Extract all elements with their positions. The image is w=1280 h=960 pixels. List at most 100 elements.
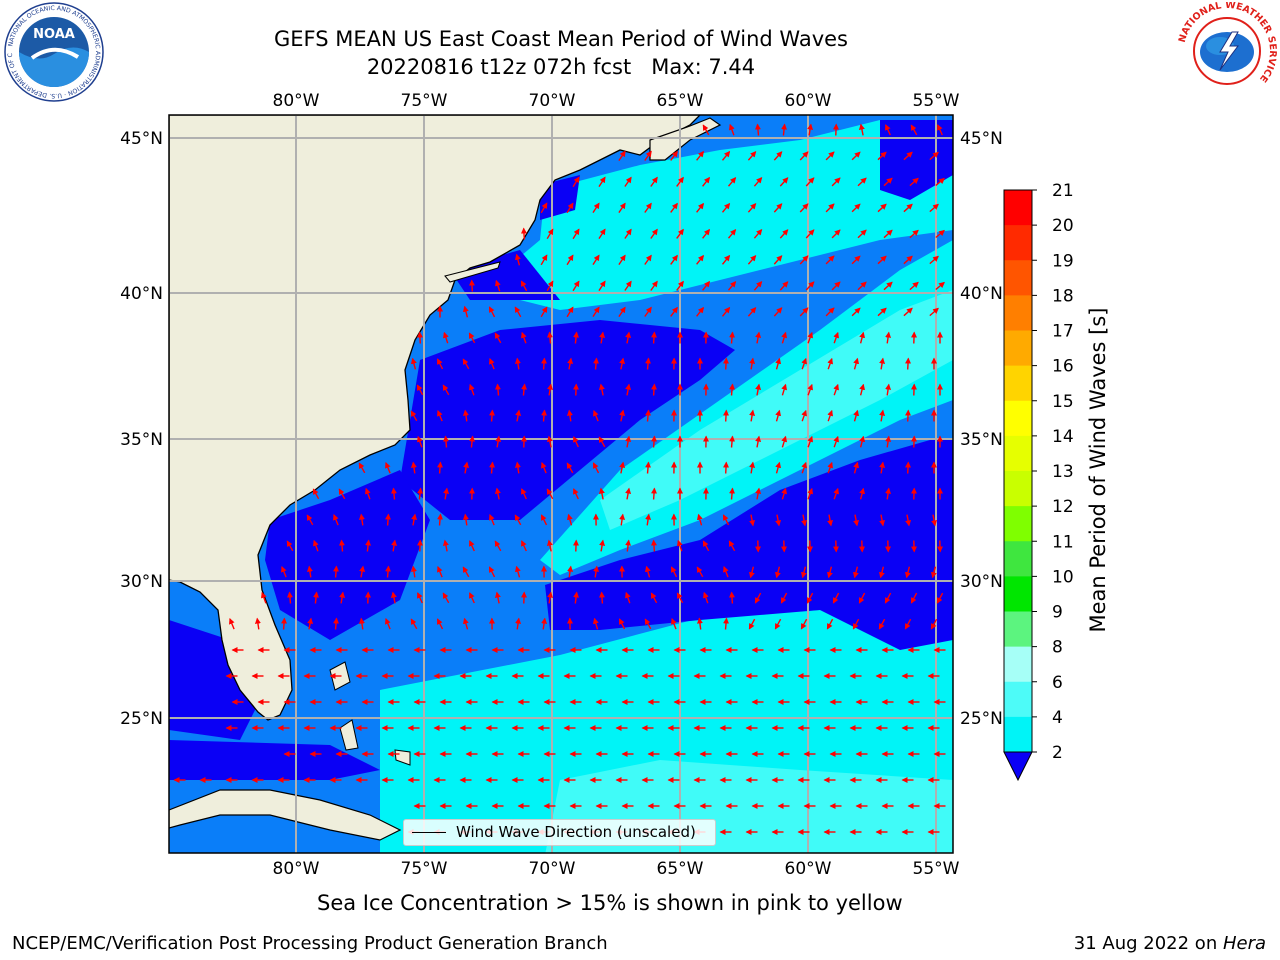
wave-direction-arrow bbox=[753, 281, 763, 291]
svg-text:NOAA: NOAA bbox=[33, 27, 75, 42]
wave-direction-arrow bbox=[462, 305, 469, 318]
wave-direction-arrow bbox=[390, 591, 397, 604]
wave-direction-arrow bbox=[410, 410, 418, 422]
wave-direction-arrow bbox=[541, 617, 548, 630]
wave-direction-arrow bbox=[651, 331, 658, 344]
wave-direction-arrow bbox=[935, 281, 945, 291]
wave-direction-arrow bbox=[391, 539, 398, 552]
wave-direction-arrow bbox=[254, 617, 261, 630]
colorbar-segment bbox=[1004, 576, 1032, 612]
wave-direction-arrow bbox=[593, 357, 600, 370]
lat-left-label: 45°N bbox=[120, 129, 163, 149]
generation-date: 31 Aug 2022 on Hera bbox=[1074, 933, 1266, 954]
colorbar-segment bbox=[1004, 295, 1032, 331]
wave-direction-arrow bbox=[877, 203, 887, 213]
wave-direction-arrow bbox=[859, 383, 866, 396]
wave-direction-arrow bbox=[416, 384, 424, 396]
colorbar-label: 21 bbox=[1052, 181, 1074, 201]
wave-direction-arrow bbox=[696, 617, 703, 630]
wave-direction-arrow bbox=[935, 229, 945, 239]
wave-direction-arrow bbox=[546, 280, 554, 292]
wave-direction-arrow bbox=[723, 409, 730, 422]
wave-direction-arrow bbox=[755, 383, 762, 396]
wave-direction-arrow bbox=[858, 592, 866, 604]
wave-direction-arrow bbox=[547, 591, 554, 604]
wave-direction-arrow bbox=[723, 357, 730, 370]
wave-direction-arrow bbox=[774, 618, 782, 630]
wave-direction-arrow bbox=[443, 331, 449, 344]
wave-direction-arrow bbox=[800, 618, 808, 630]
wave-direction-arrow bbox=[779, 229, 789, 239]
wave-direction-arrow bbox=[468, 332, 476, 344]
map-frame bbox=[168, 114, 954, 854]
colorbar-segment bbox=[1004, 260, 1032, 296]
wave-direction-arrow bbox=[749, 461, 756, 474]
wave-direction-arrow bbox=[442, 592, 450, 604]
wave-direction-arrow bbox=[521, 488, 527, 500]
wave-direction-arrow bbox=[333, 513, 339, 526]
colorbar-segment bbox=[1004, 541, 1032, 577]
wave-direction-arrow bbox=[905, 409, 912, 422]
wave-direction-arrow bbox=[494, 591, 501, 604]
wave-direction-arrow bbox=[878, 566, 885, 579]
wave-direction-arrow bbox=[593, 409, 599, 422]
wave-direction-arrow bbox=[853, 461, 860, 474]
wave-direction-arrow bbox=[520, 227, 527, 240]
wave-direction-arrow bbox=[696, 306, 705, 317]
land-cuba bbox=[169, 789, 402, 841]
wave-direction-arrow bbox=[437, 461, 444, 474]
wave-direction-arrow bbox=[877, 255, 887, 265]
colorbar-label: 4 bbox=[1052, 708, 1063, 728]
wave-direction-arrow bbox=[573, 436, 579, 448]
wave-direction-arrow bbox=[437, 409, 443, 422]
colorbar-segment bbox=[1004, 611, 1032, 648]
wave-direction-arrow bbox=[598, 383, 605, 396]
wave-direction-arrow bbox=[442, 539, 449, 552]
wave-direction-arrow bbox=[857, 177, 867, 187]
wave-direction-arrow bbox=[645, 461, 652, 474]
wave-direction-arrow bbox=[877, 151, 887, 161]
lat-right-label: 40°N bbox=[960, 284, 1003, 304]
wave-direction-arrow bbox=[827, 357, 833, 370]
wave-direction-arrow bbox=[625, 539, 632, 552]
wave-direction-arrow bbox=[825, 203, 835, 213]
wave-direction-arrow bbox=[468, 383, 475, 396]
colorbar-label: 17 bbox=[1052, 322, 1074, 342]
wave-direction-arrow bbox=[286, 540, 294, 552]
wave-direction-arrow bbox=[644, 565, 651, 578]
wave-direction-arrow bbox=[703, 591, 709, 604]
wave-direction-arrow bbox=[878, 618, 886, 630]
lon-top-label: 65°W bbox=[657, 91, 704, 111]
wave-direction-arrow bbox=[572, 280, 580, 292]
dark-blue-mid bbox=[400, 320, 735, 520]
wave-direction-arrow bbox=[775, 514, 782, 527]
wave-direction-arrow bbox=[338, 539, 345, 552]
wave-direction-arrow bbox=[729, 331, 736, 344]
wave-direction-arrow bbox=[883, 229, 893, 239]
wave-direction-arrow bbox=[651, 487, 658, 500]
colorbar-segment bbox=[1004, 435, 1032, 472]
lon-bottom-label: 70°W bbox=[529, 859, 576, 879]
wave-direction-arrow bbox=[779, 177, 789, 187]
wave-direction-arrow bbox=[540, 306, 548, 318]
wave-direction-arrow bbox=[624, 176, 632, 187]
wave-direction-arrow bbox=[883, 177, 893, 187]
wave-direction-arrow bbox=[831, 229, 841, 239]
wave-direction-arrow bbox=[774, 566, 781, 579]
wave-direction-arrow bbox=[469, 435, 476, 448]
wave-direction-arrow bbox=[592, 462, 600, 474]
wave-direction-arrow bbox=[904, 618, 912, 630]
wave-direction-arrow bbox=[676, 280, 684, 291]
chart-subtitle-forecast: 20220816 t12z 072h fcst Max: 7.44 bbox=[366, 55, 756, 79]
wave-direction-arrow bbox=[541, 461, 547, 474]
longitude-labels: 80°W 75°W 70°W 65°W 60°W 55°W 80°W 75°W … bbox=[273, 91, 960, 879]
wave-direction-arrow bbox=[851, 203, 861, 213]
wave-direction-arrow bbox=[546, 435, 553, 448]
wave-direction-arrow bbox=[306, 514, 314, 526]
wave-direction-arrow bbox=[833, 435, 839, 448]
wave-direction-arrow bbox=[385, 461, 391, 474]
wave-direction-arrow bbox=[801, 357, 807, 370]
wave-direction-arrow bbox=[831, 281, 841, 291]
wave-direction-arrow bbox=[723, 565, 729, 578]
wave-direction-arrow bbox=[593, 565, 600, 578]
